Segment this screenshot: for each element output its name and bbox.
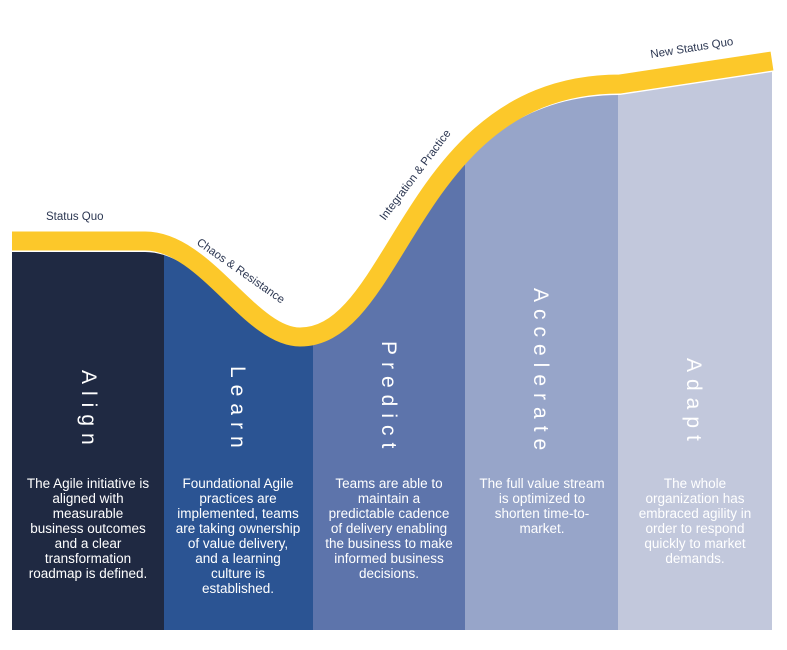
stage-description-adapt: The whole organization has embraced agil… (638, 476, 752, 566)
label-status-quo: Status Quo (46, 211, 104, 223)
band-adapt (618, 72, 772, 630)
stage-title-predict: Predict (377, 341, 400, 455)
stage-title-accelerate: Accelerate (529, 288, 552, 457)
stage-title-align: Align (77, 370, 100, 452)
stage-title-learn: Learn (226, 366, 249, 455)
band-accelerate (465, 72, 618, 630)
stage-title-adapt: Adapt (682, 358, 705, 448)
stage-description-align: The Agile initiative is aligned with mea… (26, 476, 150, 581)
transformation-curve (12, 51, 774, 347)
stage-description-learn: Foundational Agile practices are impleme… (175, 476, 301, 596)
stage-description-accelerate: The full value stream is optimized to sh… (479, 476, 605, 536)
label-new-status-quo: New Status Quo (650, 36, 735, 61)
stage-description-predict: Teams are able to maintain a predictable… (325, 476, 453, 581)
